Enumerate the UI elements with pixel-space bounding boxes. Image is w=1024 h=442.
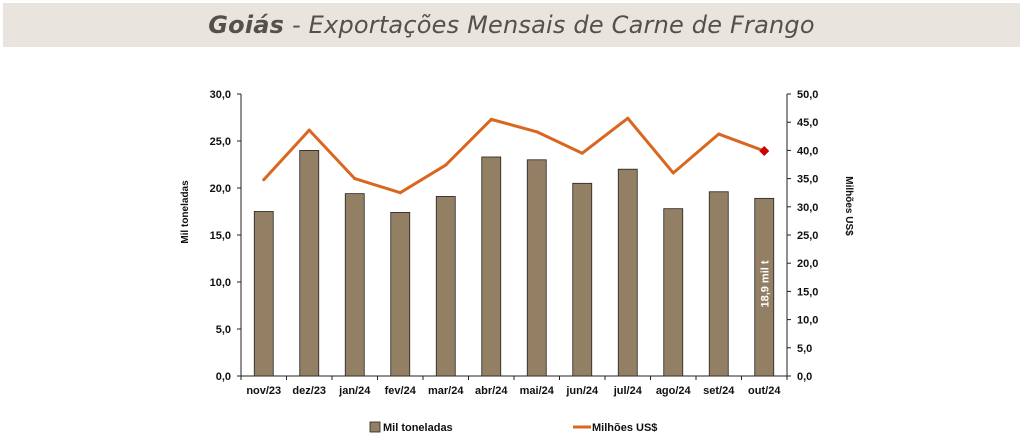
y-tick-label-right: 30,0 — [797, 202, 818, 214]
legend-label-line: Milhões US$ — [592, 422, 657, 434]
line-point — [444, 163, 448, 167]
bar — [617, 168, 638, 377]
y-tick-label-left: 30,0 — [210, 89, 231, 101]
x-tick-label: fev/24 — [385, 385, 417, 397]
line-point — [489, 117, 493, 121]
line-point — [717, 132, 721, 136]
title-bold: Goiás — [208, 11, 285, 39]
title-rest: - Exportações Mensais de Carne de Frango — [284, 11, 815, 39]
line-point — [580, 151, 584, 155]
x-tick-label: ago/24 — [656, 385, 692, 397]
page-title: Goiás - Exportações Mensais de Carne de … — [208, 11, 814, 39]
y-tick-label-left: 5,0 — [216, 324, 231, 336]
y-tick-label-right: 0,0 — [797, 371, 812, 383]
x-tick-label: jan/24 — [338, 385, 371, 397]
y-axis-title-right: Milhões US$ — [843, 176, 854, 236]
bar — [572, 182, 593, 377]
line-point — [353, 177, 357, 181]
bar — [526, 159, 547, 377]
line-point — [398, 191, 402, 195]
bar — [344, 193, 365, 377]
line-point — [262, 178, 266, 182]
line-point — [671, 171, 675, 175]
bar — [299, 149, 320, 377]
bar — [435, 196, 456, 377]
line-series — [262, 116, 765, 195]
bar — [663, 208, 684, 377]
bar — [708, 191, 729, 377]
last-bar-annotation: 18,9 mil t — [759, 260, 771, 307]
x-tick-label: out/24 — [748, 385, 781, 397]
x-tick-label: jul/24 — [613, 385, 643, 397]
y-axis-title-left: Mil toneladas — [180, 180, 191, 244]
x-tick-label: nov/23 — [246, 385, 281, 397]
y-tick-label-right: 25,0 — [797, 230, 818, 242]
y-tick-label-right: 20,0 — [797, 258, 818, 270]
legend-swatch-bars — [369, 421, 381, 433]
y-tick-label-right: 5,0 — [797, 343, 812, 355]
y-tick-label-left: 0,0 — [216, 371, 231, 383]
x-tick-label: mar/24 — [428, 385, 464, 397]
x-tick-label: jun/24 — [565, 385, 599, 397]
y-tick-label-right: 35,0 — [797, 174, 818, 186]
y-tick-label-right: 40,0 — [797, 145, 818, 157]
y-tick-label-left: 15,0 — [210, 230, 231, 242]
y-tick-label-right: 50,0 — [797, 89, 818, 101]
x-tick-label: mai/24 — [520, 385, 555, 397]
bar — [754, 197, 775, 377]
bar — [253, 211, 274, 377]
y-tick-label-right: 15,0 — [797, 286, 818, 298]
title-bar: Goiás - Exportações Mensais de Carne de … — [3, 3, 1020, 47]
y-tick-label-left: 20,0 — [210, 183, 231, 195]
bar — [390, 212, 411, 377]
bar — [481, 156, 502, 377]
x-tick-label: abr/24 — [475, 385, 508, 397]
line-point — [535, 130, 539, 134]
line-point — [626, 116, 630, 120]
y-tick-label-right: 10,0 — [797, 315, 818, 327]
x-tick-label: set/24 — [703, 385, 735, 397]
x-tick-label: dez/23 — [292, 385, 326, 397]
last-point-marker — [759, 145, 770, 156]
line-point — [307, 128, 311, 132]
y-tick-label-left: 10,0 — [210, 277, 231, 289]
legend-label-bars: Mil toneladas — [383, 422, 453, 434]
y-tick-label-right: 45,0 — [797, 117, 818, 129]
y-tick-label-left: 25,0 — [210, 136, 231, 148]
